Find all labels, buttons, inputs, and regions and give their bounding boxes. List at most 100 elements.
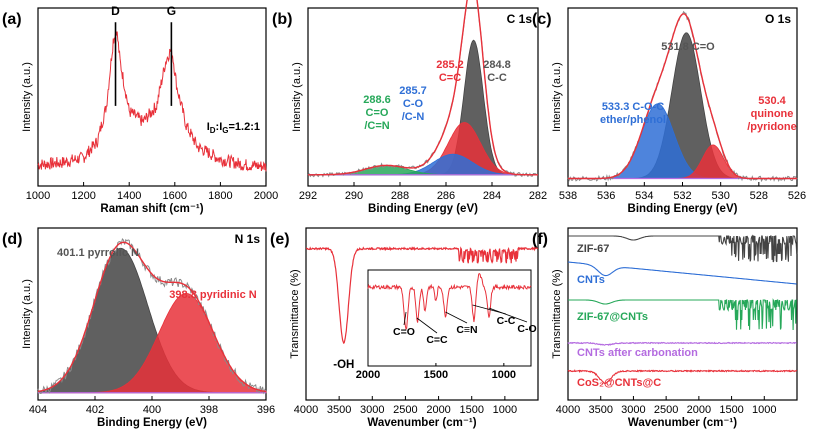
- ratio-annotation: ID:IG=1.2:1: [207, 121, 260, 135]
- x-tick-label: 528: [750, 190, 768, 202]
- y-axis-label: Intensity (a.u.): [21, 62, 33, 132]
- panel-a: 1000 1200 1400 1600 1800 2000 Raman shift (cm⁻…: [2, 4, 278, 215]
- x-tick-label: 2000: [426, 404, 450, 416]
- peak-label-ceqo: /C=N: [364, 120, 389, 132]
- ratio-annotation-part: D: [210, 126, 216, 135]
- x-tick-label: 282: [529, 190, 547, 202]
- y-axis-label: Transmittance (%): [551, 269, 563, 358]
- inset-arrow: [416, 317, 438, 334]
- x-axis-label: Raman shift (cm⁻¹): [100, 203, 203, 215]
- panel-b: 292 290 288 286 284 282 Binding Energy (eV) Int…: [272, 0, 547, 215]
- series-label: CNTs: [577, 274, 605, 286]
- inset: 2000 1500 1000 C=O C=C C≡N C-CC-O: [356, 269, 537, 381]
- peak-label-cc: C-C: [487, 72, 507, 84]
- panel-label: (e): [270, 231, 290, 248]
- panel-title: N 1s: [235, 232, 261, 246]
- peak-label-quinone: /pyridone: [747, 121, 797, 133]
- ratio-annotation-part: I: [207, 121, 210, 133]
- inset-band-label: C=C: [426, 334, 448, 346]
- plot-frame: [37, 7, 267, 187]
- x-tick-label: 3000: [621, 404, 645, 416]
- x-tick-label: 534: [635, 190, 653, 202]
- series-line: [567, 341, 797, 346]
- x-tick-label: 2500: [654, 404, 678, 416]
- panel-e: 4000 3500 3000 2500 2000 1500 1000 Wavenumber (…: [270, 227, 539, 429]
- y-axis-label: Transmittance (%): [289, 269, 301, 358]
- series-line: [567, 369, 798, 385]
- x-tick-label: 290: [345, 190, 363, 202]
- inset-band-label: C≡N: [456, 324, 477, 336]
- x-tick-label: 1600: [163, 190, 187, 202]
- panel-label: (f): [532, 231, 548, 248]
- inset-arrow: [403, 311, 407, 326]
- oh-annotation: -OH: [333, 359, 354, 371]
- x-tick-label: 1000: [752, 404, 776, 416]
- inset-band-label: C-C: [497, 315, 516, 327]
- peak-label-ceqo: 288.6: [363, 94, 391, 106]
- x-axis-label: Wavenumber (cm⁻¹): [367, 417, 476, 429]
- x-tick-label: 1200: [71, 190, 95, 202]
- panel-label: (a): [2, 11, 22, 28]
- x-tick-label: 4000: [556, 404, 580, 416]
- x-tick-label: 288: [391, 190, 409, 202]
- series-line: [568, 234, 798, 263]
- panel-f: 4000 3500 3000 2500 2000 1500 1000 Wavenumber (…: [532, 227, 798, 429]
- x-tick-label: 1500: [719, 404, 743, 416]
- panel-title: C 1s: [507, 12, 533, 26]
- x-axis-label: Wavenumber (cm⁻¹): [628, 417, 737, 429]
- panel-label: (d): [2, 231, 22, 248]
- panel-c: 538 536 534 532 530 528 526 Binding Energy (eV)…: [532, 7, 806, 215]
- peak-label-ceqo: 531.8 C=O: [661, 41, 715, 53]
- x-tick-label: 4000: [294, 404, 318, 416]
- peak-label-quinone: 530.4: [758, 95, 786, 107]
- plot-frame: [567, 227, 798, 401]
- x-tick-label: 2500: [393, 404, 417, 416]
- x-tick-label: 398: [200, 404, 218, 416]
- inset-line: [367, 272, 532, 331]
- x-tick-label: 1500: [459, 404, 483, 416]
- series-label: ZIF-67@CNTs: [577, 311, 648, 323]
- envelope-line: [568, 13, 797, 180]
- peak-label-pyrrolic: 401.1 pyrrolic N: [57, 247, 139, 259]
- x-tick-label: 536: [597, 190, 615, 202]
- plot-frame: [307, 7, 539, 187]
- inset-arrow: [445, 311, 468, 324]
- inset-arrow: [488, 307, 528, 323]
- envelope-line: [37, 241, 267, 393]
- x-tick-label: 284: [483, 190, 501, 202]
- ratio-annotation-part: =1.2:1: [229, 121, 261, 133]
- series-label: CoS₂@CNTs@C: [577, 377, 661, 389]
- x-tick-label: 530: [711, 190, 729, 202]
- inset-band-label: C=O: [393, 326, 415, 338]
- panel-label: (b): [272, 11, 292, 28]
- x-tick-label: 2000: [687, 404, 711, 416]
- inset-band-label: C-O: [517, 323, 536, 335]
- peak-label-coc: ether/phenol: [600, 114, 666, 126]
- x-tick-label: 532: [673, 190, 691, 202]
- peak-label-co: C-O: [403, 98, 424, 110]
- x-tick-label: 404: [29, 404, 47, 416]
- series-line: [568, 298, 797, 331]
- panel-title: O 1s: [765, 12, 791, 26]
- peak-label-co: 285.7: [399, 85, 427, 97]
- inset-x-tick-label: 1500: [424, 369, 448, 381]
- series-label: ZIF-67: [577, 243, 609, 255]
- peak-label-co: /C-N: [402, 111, 425, 123]
- peak-label-ceqo: C=O: [366, 107, 389, 119]
- series-line: [37, 30, 267, 172]
- x-tick-label: 3500: [327, 404, 351, 416]
- peak-label-cc: 284.8: [483, 59, 511, 71]
- x-tick-label: 526: [788, 190, 806, 202]
- x-axis-label: Binding Energy (eV): [97, 417, 207, 429]
- x-tick-label: 3500: [588, 404, 612, 416]
- x-tick-label: 292: [299, 190, 317, 202]
- peak-label-coc: 533.3 C-O-C: [602, 101, 664, 113]
- x-tick-label: 400: [143, 404, 161, 416]
- x-tick-label: 286: [437, 190, 455, 202]
- x-tick-label: 1000: [493, 404, 517, 416]
- peak-label-quinone: quinone: [751, 108, 794, 120]
- plot-frame: [305, 227, 539, 401]
- x-tick-label: 1400: [117, 190, 141, 202]
- peak-label-ceqc: 285.2: [436, 59, 464, 71]
